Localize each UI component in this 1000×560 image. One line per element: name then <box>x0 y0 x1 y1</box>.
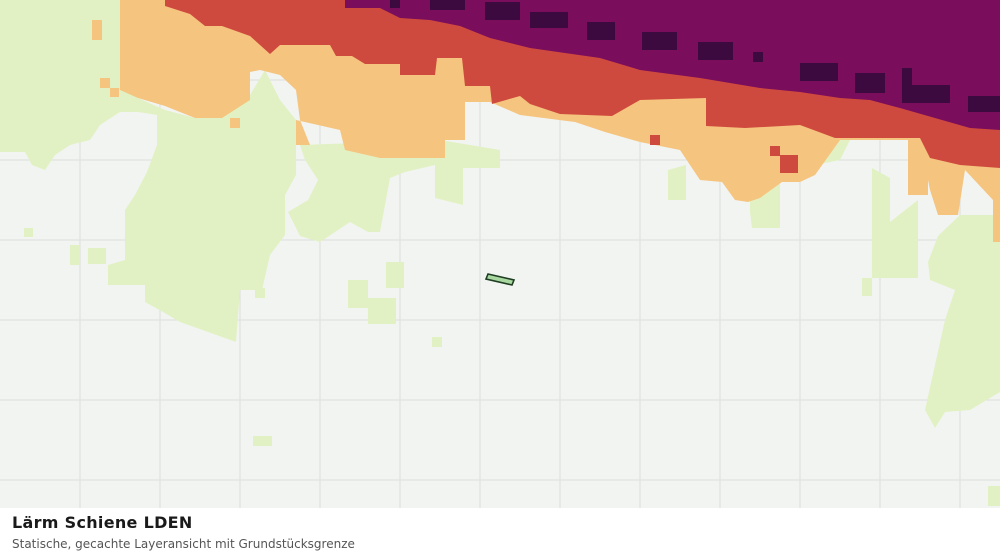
footer: Lärm Schiene LDEN Statische, gecachte La… <box>0 508 1000 560</box>
noise-zone-extreme <box>390 0 1000 112</box>
noise-zone-very-high <box>345 0 1000 130</box>
map-subtitle: Statische, gecachte Layeransicht mit Gru… <box>12 537 355 551</box>
map-title: Lärm Schiene LDEN <box>12 513 193 532</box>
map <box>0 0 1000 508</box>
parcel-boundary <box>484 273 516 286</box>
